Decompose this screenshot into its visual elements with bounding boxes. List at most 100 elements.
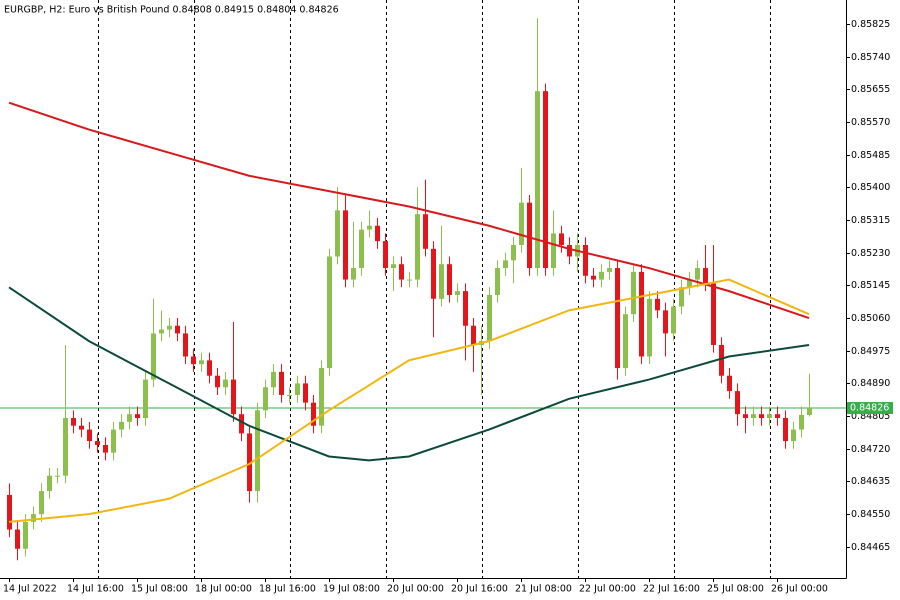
candle-body xyxy=(335,210,340,257)
candle-body xyxy=(303,383,308,403)
candle-body xyxy=(343,210,348,280)
y-tick-label: 0.84720 xyxy=(851,444,890,455)
candle-body xyxy=(655,298,660,311)
candle-body xyxy=(55,475,60,477)
candle-body xyxy=(623,314,628,369)
candle-body xyxy=(199,360,204,365)
candle-body xyxy=(327,256,332,369)
candle-body xyxy=(727,375,732,392)
candle-body xyxy=(95,441,100,445)
y-tick-label: 0.85485 xyxy=(851,150,890,161)
candle-body xyxy=(799,414,804,430)
candle-body xyxy=(711,283,716,345)
candle-body xyxy=(511,244,516,261)
x-tick-label: 26 Jul 00:00 xyxy=(771,584,828,595)
candle-body xyxy=(367,225,372,230)
candle-body xyxy=(159,329,164,334)
candle-body xyxy=(751,414,756,419)
candle-body xyxy=(31,514,36,522)
candle-body xyxy=(519,202,524,245)
candle-body xyxy=(615,268,620,369)
y-tick-label: 0.84805 xyxy=(851,411,890,422)
candle-body xyxy=(743,414,748,419)
candle-body xyxy=(463,291,468,326)
candle-body xyxy=(439,264,444,299)
candle-body xyxy=(167,325,172,330)
candle-body xyxy=(263,387,268,411)
candle-body xyxy=(183,333,188,357)
candle-body xyxy=(551,233,556,269)
x-tick-label: 18 Jul 16:00 xyxy=(259,584,316,595)
y-tick-label: 0.85315 xyxy=(851,215,890,226)
candle-body xyxy=(487,294,492,342)
candle-body xyxy=(679,287,684,307)
candle-body xyxy=(671,306,676,334)
candle-body xyxy=(703,268,708,284)
candle-body xyxy=(39,491,44,515)
candle-body xyxy=(687,279,692,288)
candle-body xyxy=(583,244,588,276)
candle-body xyxy=(391,264,396,269)
candle-body xyxy=(311,402,316,426)
candle-body xyxy=(127,414,132,422)
candle-body xyxy=(631,271,636,315)
candle-body xyxy=(735,391,740,415)
candle-body xyxy=(767,414,772,419)
x-tick-label: 20 Jul 00:00 xyxy=(387,584,444,595)
candle-body xyxy=(47,475,52,492)
candle-body xyxy=(559,233,564,245)
candle-body xyxy=(423,214,428,249)
candle-body xyxy=(255,410,260,492)
candle-body xyxy=(295,383,300,395)
x-tick-label: 14 Jul 2022 xyxy=(3,584,57,595)
y-tick-label: 0.84975 xyxy=(851,346,890,357)
y-tick-label: 0.85825 xyxy=(851,19,890,30)
candle-body xyxy=(279,371,284,395)
candle-body xyxy=(135,414,140,419)
candle-body xyxy=(79,425,84,430)
candle-body xyxy=(231,379,236,415)
candle-body xyxy=(567,244,572,257)
candle-body xyxy=(87,429,92,442)
candle-body xyxy=(351,268,356,280)
grid xyxy=(98,0,771,578)
y-tick-label: 0.84550 xyxy=(851,509,890,520)
moving-average xyxy=(8,101,810,319)
y-tick-label: 0.84635 xyxy=(851,476,890,487)
candle-body xyxy=(663,310,668,334)
candle-body xyxy=(455,291,460,295)
candle-body xyxy=(431,248,436,299)
candle-body xyxy=(407,279,412,281)
chart-title: EURGBP, H2: Euro vs British Pound 0.8480… xyxy=(4,5,339,16)
current-price-label: 0.84826 xyxy=(850,403,889,414)
candle-body xyxy=(759,414,764,419)
candle-body xyxy=(399,264,404,280)
candle-body xyxy=(63,418,68,476)
y-tick-label: 0.85145 xyxy=(851,280,890,291)
candle-body xyxy=(223,379,228,388)
candle-body xyxy=(647,298,652,357)
candle-body xyxy=(271,371,276,388)
candle-body xyxy=(143,379,148,419)
candle-body xyxy=(535,91,540,269)
candle-body xyxy=(775,414,780,419)
y-tick-label: 0.85740 xyxy=(851,52,890,63)
moving-average xyxy=(8,278,810,523)
candle-body xyxy=(247,433,252,492)
candle-body xyxy=(71,418,76,426)
candle-body xyxy=(591,275,596,280)
candle-body xyxy=(23,521,28,549)
candle-body xyxy=(807,408,812,415)
x-tick-label: 25 Jul 08:00 xyxy=(707,584,764,595)
y-tick-label: 0.85400 xyxy=(851,182,890,193)
candle-body xyxy=(639,271,644,357)
x-tick-label: 22 Jul 16:00 xyxy=(643,584,700,595)
candle-body xyxy=(151,333,156,380)
candle-body xyxy=(415,214,420,280)
y-tick-label: 0.84465 xyxy=(851,542,890,553)
y-tick-label: 0.85230 xyxy=(851,248,890,259)
x-tick-label: 20 Jul 16:00 xyxy=(451,584,508,595)
candle-body xyxy=(783,418,788,442)
candle-body xyxy=(599,271,604,280)
